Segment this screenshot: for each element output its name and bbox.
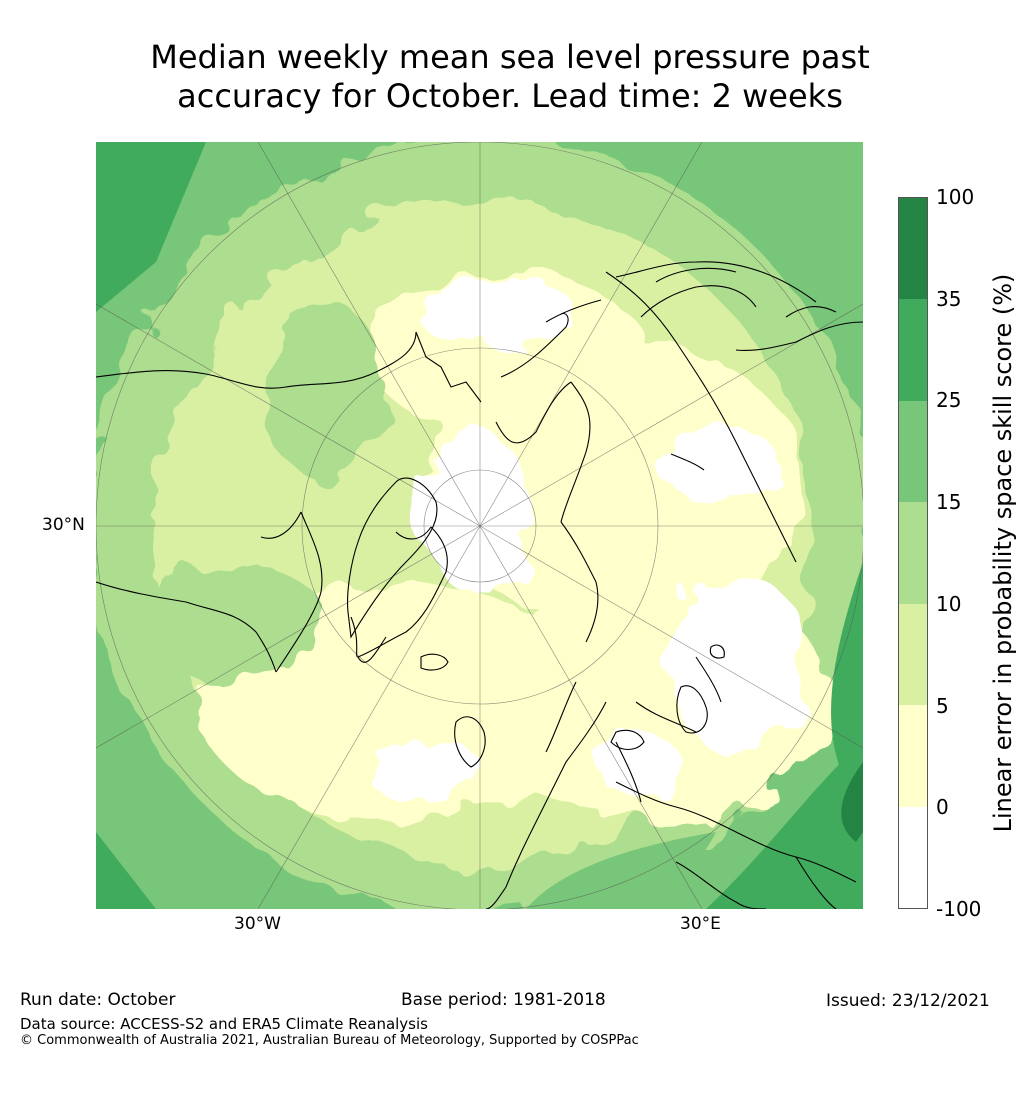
caspian-coast: [676, 685, 708, 734]
colorbar-segment: [899, 400, 927, 503]
greenland-coast: [347, 477, 438, 639]
colorbar-segment: [899, 603, 927, 706]
iceland-coast: [420, 653, 449, 671]
colorbar-segment: [899, 502, 927, 605]
graticule: [96, 142, 863, 909]
colorbar-tick-label: 5: [936, 693, 949, 718]
base-period: Base period: 1981-2018: [401, 990, 606, 1010]
colorbar-segment: [899, 299, 927, 402]
colorbar-tick-label: 0: [936, 795, 949, 820]
colorbar-label: Linear error in probability space skill …: [989, 273, 1017, 833]
colorbar-segment: [899, 705, 927, 808]
run-date: Run date: October: [20, 990, 176, 1010]
colorbar-tick-label: 35: [936, 286, 962, 311]
title-line-1: Median weekly mean sea level pressure pa…: [150, 38, 870, 76]
coastlines: [96, 261, 863, 909]
lake-coast: [709, 644, 725, 659]
british-isles-coast: [454, 716, 486, 768]
black-sea-coast: [610, 729, 645, 751]
colorbar-tick-label: 15: [936, 490, 962, 515]
lat-label-30n: 30°N: [42, 515, 85, 535]
lon-label-30e: 30°E: [680, 914, 721, 934]
colorbar-segment: [899, 806, 927, 909]
colorbar: [898, 197, 928, 909]
colorbar-tick-label: 10: [936, 591, 962, 616]
colorbar-tick-label: 100: [936, 185, 975, 209]
data-source: Data source: ACCESS-S2 and ERA5 Climate …: [20, 1015, 428, 1033]
lon-label-30w: 30°W: [234, 914, 281, 934]
colorbar-tick-label: 25: [936, 388, 962, 413]
colorbar-tick-label: -100: [936, 897, 982, 921]
copyright-notice: © Commonwealth of Australia 2021, Austra…: [20, 1033, 639, 1048]
title-line-2: accuracy for October. Lead time: 2 weeks: [177, 77, 843, 115]
issued-date: Issued: 23/12/2021: [826, 991, 990, 1011]
polar-map: [96, 142, 863, 909]
lake-coast: [670, 453, 705, 471]
chart-title: Median weekly mean sea level pressure pa…: [0, 38, 1020, 116]
colorbar-segment: [899, 198, 927, 300]
